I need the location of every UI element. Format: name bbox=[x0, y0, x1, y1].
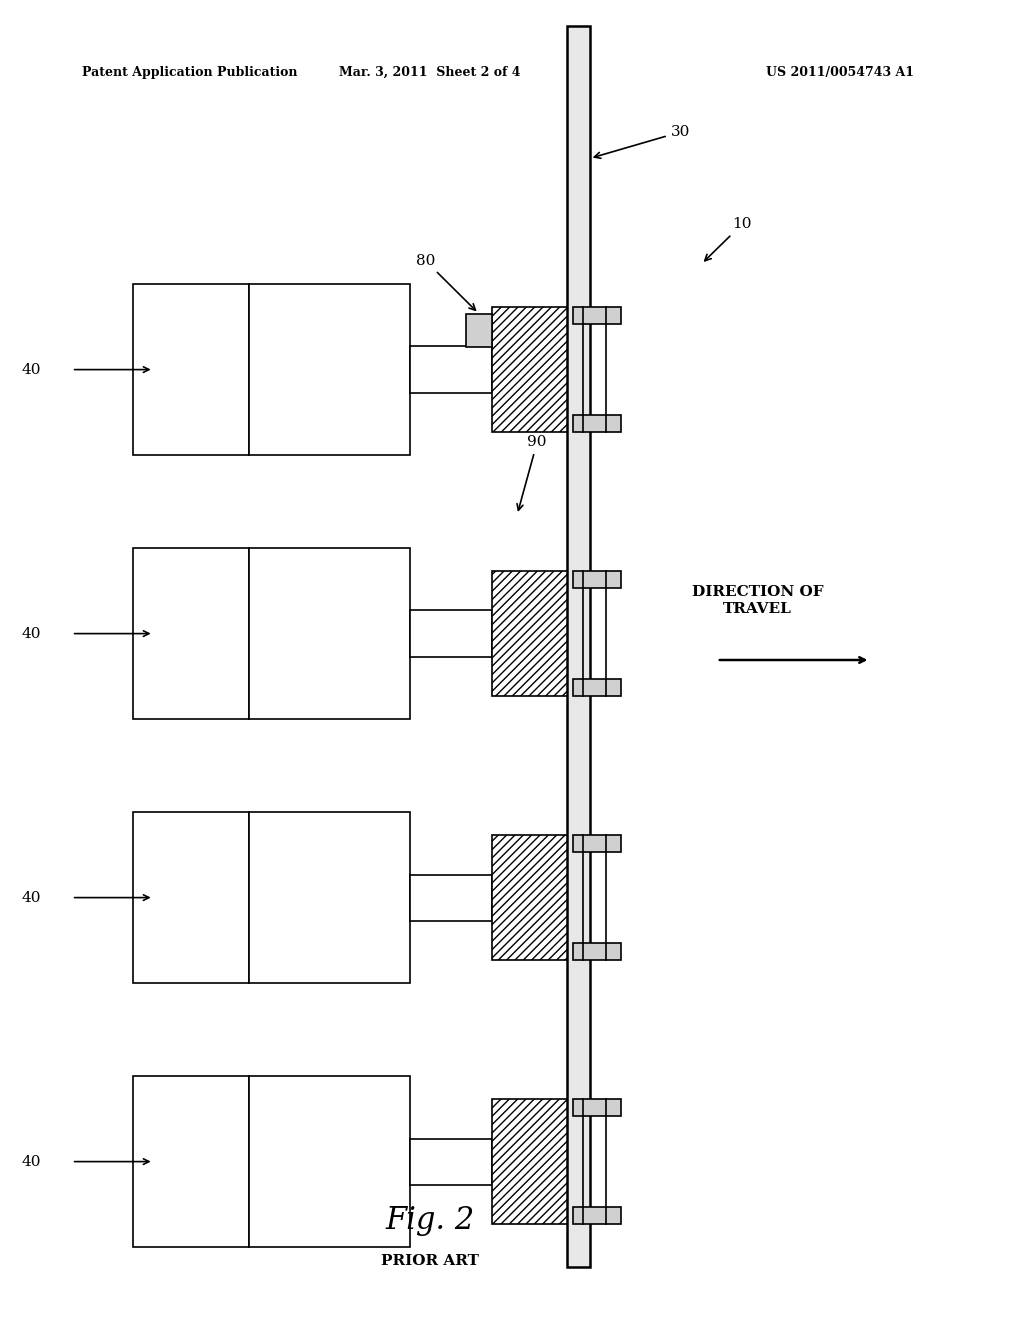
Bar bbox=[492, 570, 573, 697]
Text: 40: 40 bbox=[22, 1155, 41, 1168]
Text: 40: 40 bbox=[22, 891, 41, 904]
Text: Mar. 3, 2011  Sheet 2 of 4: Mar. 3, 2011 Sheet 2 of 4 bbox=[339, 66, 521, 79]
Bar bbox=[410, 1138, 492, 1185]
Bar bbox=[466, 314, 492, 347]
Bar bbox=[492, 834, 573, 961]
Bar bbox=[410, 346, 492, 393]
Bar bbox=[133, 812, 249, 983]
Bar bbox=[573, 416, 621, 433]
Bar bbox=[249, 1076, 410, 1247]
Text: 40: 40 bbox=[22, 627, 41, 640]
Bar bbox=[410, 874, 492, 921]
Bar bbox=[249, 284, 410, 455]
Bar bbox=[492, 308, 573, 433]
Text: Fig. 2: Fig. 2 bbox=[385, 1205, 475, 1237]
Bar bbox=[573, 678, 621, 697]
Bar bbox=[567, 26, 590, 1267]
Bar bbox=[573, 572, 621, 589]
Bar bbox=[133, 284, 249, 455]
Bar bbox=[133, 1076, 249, 1247]
Bar bbox=[249, 812, 410, 983]
Bar bbox=[573, 308, 621, 325]
Bar bbox=[573, 942, 621, 961]
Text: PRIOR ART: PRIOR ART bbox=[381, 1254, 479, 1267]
Text: Patent Application Publication: Patent Application Publication bbox=[82, 66, 297, 79]
Bar bbox=[573, 1206, 621, 1225]
Text: 30: 30 bbox=[594, 125, 690, 158]
Text: 10: 10 bbox=[705, 218, 752, 261]
Text: DIRECTION OF
TRAVEL: DIRECTION OF TRAVEL bbox=[692, 586, 823, 615]
Text: US 2011/0054743 A1: US 2011/0054743 A1 bbox=[766, 66, 913, 79]
Bar bbox=[410, 610, 492, 656]
Text: 40: 40 bbox=[22, 363, 41, 376]
Bar bbox=[133, 548, 249, 719]
Bar bbox=[492, 1098, 573, 1225]
Text: 80: 80 bbox=[416, 253, 475, 310]
Bar bbox=[249, 548, 410, 719]
Text: 90: 90 bbox=[517, 436, 547, 511]
Bar bbox=[573, 836, 621, 853]
Bar bbox=[573, 1098, 621, 1117]
